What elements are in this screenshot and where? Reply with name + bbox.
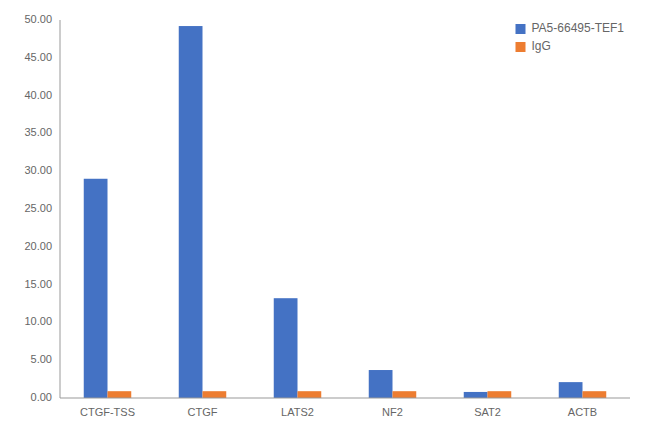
bar bbox=[464, 392, 488, 398]
legend-label: PA5-66495-TEF1 bbox=[532, 21, 625, 35]
y-tick-label: 15.00 bbox=[24, 278, 52, 290]
legend-swatch bbox=[516, 24, 526, 34]
bar bbox=[369, 370, 393, 398]
bar bbox=[108, 391, 132, 398]
bar bbox=[583, 391, 607, 398]
y-tick-label: 30.00 bbox=[24, 164, 52, 176]
x-tick-label: CTGF-TSS bbox=[80, 406, 135, 418]
legend-swatch bbox=[516, 42, 526, 52]
y-tick-label: 5.00 bbox=[31, 353, 52, 365]
bar bbox=[393, 391, 417, 398]
x-tick-label: ACTB bbox=[568, 406, 597, 418]
bar bbox=[179, 26, 203, 398]
y-tick-label: 50.00 bbox=[24, 13, 52, 25]
axes: CTGF-TSS CTGF LATS2 NF2 SAT2 ACTB bbox=[60, 20, 630, 418]
bar bbox=[84, 179, 108, 398]
y-tick-label: 25.00 bbox=[24, 202, 52, 214]
chart: 0.00 5.00 10.00 15.00 20.00 25.00 30.00 35.00 40… bbox=[0, 0, 650, 438]
bar bbox=[274, 298, 298, 398]
y-axis: 0.00 5.00 10.00 15.00 20.00 25.00 30.00 35.00 40… bbox=[24, 13, 52, 403]
y-tick-label: 45.00 bbox=[24, 51, 52, 63]
y-tick-label: 35.00 bbox=[24, 126, 52, 138]
y-axis-line bbox=[60, 20, 61, 398]
x-tick-label: CTGF bbox=[188, 406, 218, 418]
bar bbox=[488, 391, 512, 398]
y-tick-label: 10.00 bbox=[24, 315, 52, 327]
legend-item: IgG bbox=[516, 39, 551, 53]
bars bbox=[84, 26, 607, 398]
y-tick-label: 0.00 bbox=[31, 391, 52, 403]
bar bbox=[298, 391, 322, 398]
bar bbox=[559, 382, 583, 398]
legend: PA5-66495-TEF1 IgG bbox=[516, 21, 625, 53]
x-tick-label: SAT2 bbox=[474, 406, 501, 418]
bar bbox=[203, 391, 227, 398]
x-tick-label: NF2 bbox=[382, 406, 403, 418]
y-tick-label: 20.00 bbox=[24, 240, 52, 252]
x-tick-label: LATS2 bbox=[281, 406, 314, 418]
legend-item: PA5-66495-TEF1 bbox=[516, 21, 625, 35]
y-tick-label: 40.00 bbox=[24, 89, 52, 101]
legend-label: IgG bbox=[532, 39, 551, 53]
x-axis-line bbox=[60, 398, 630, 399]
